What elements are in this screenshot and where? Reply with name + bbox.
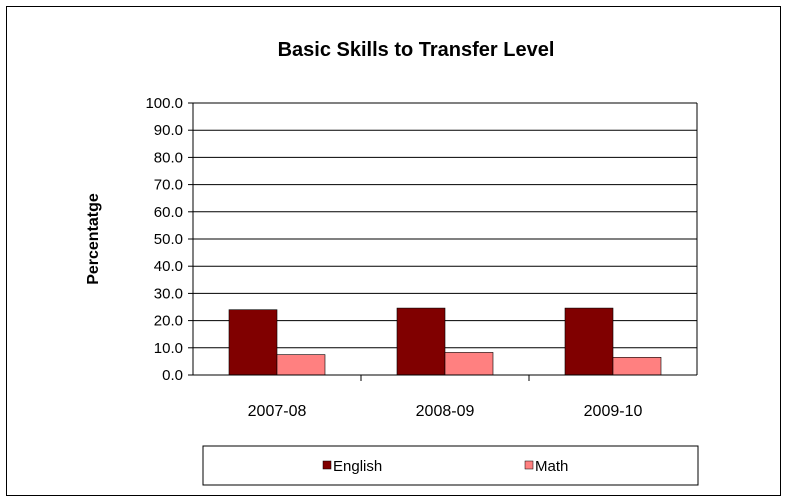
x-tick-labels: 2007-08 2008-09 2009-10 <box>248 403 643 420</box>
bars <box>228 307 662 376</box>
y-tick-label: 20.0 <box>154 313 183 330</box>
legend-box <box>202 445 699 486</box>
y-tick-label: 50.0 <box>154 231 183 248</box>
legend-swatch-math <box>524 460 534 470</box>
axes <box>192 103 698 381</box>
bar-math-2007-08 <box>276 354 326 376</box>
x-tick-label: 2009-10 <box>584 403 643 420</box>
bar-math-2008-09 <box>444 352 494 376</box>
y-tick-label: 80.0 <box>154 149 183 166</box>
y-tick-label: 100.0 <box>145 95 183 112</box>
y-tick-label: 70.0 <box>154 177 183 194</box>
y-tick-label: 40.0 <box>154 258 183 275</box>
legend-swatch-english <box>322 460 332 470</box>
bar-english-2007-08 <box>228 309 278 376</box>
legend: English Math <box>202 445 699 486</box>
chart-frame <box>6 6 781 496</box>
chart-title: Basic Skills to Transfer Level <box>278 39 555 61</box>
legend-label-math: Math <box>535 458 568 475</box>
legend-label-english: English <box>333 458 382 475</box>
y-axis-label: Percentatge <box>85 193 102 285</box>
bar-math-2009-10 <box>612 357 662 376</box>
y-tick-label: 0.0 <box>162 367 183 384</box>
y-tick-label: 60.0 <box>154 204 183 221</box>
y-tick-label: 90.0 <box>154 122 183 139</box>
bar-english-2009-10 <box>564 307 614 376</box>
x-tick-label: 2008-09 <box>416 403 475 420</box>
y-tick-label: 10.0 <box>154 340 183 357</box>
y-tick-labels: 0.0 10.0 20.0 30.0 40.0 50.0 60.0 70.0 80.0 90.0 1… <box>145 95 183 384</box>
x-tick-label: 2007-08 <box>248 403 307 420</box>
bar-english-2008-09 <box>396 307 446 376</box>
y-tick-label: 30.0 <box>154 285 183 302</box>
